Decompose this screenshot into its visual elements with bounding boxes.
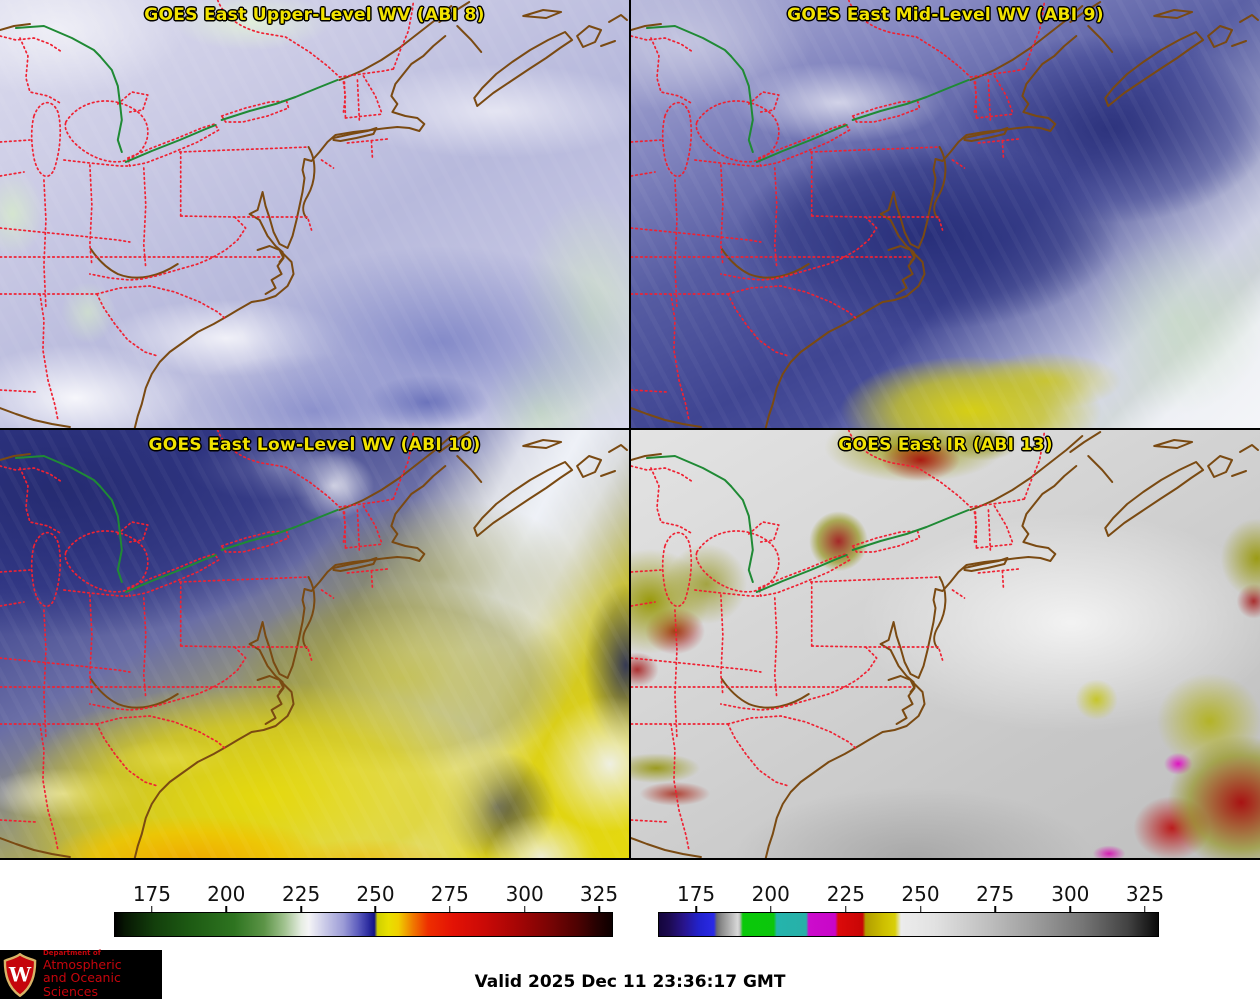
tick-mark <box>374 906 377 912</box>
tick-mark <box>919 906 922 912</box>
tick-mark <box>300 906 302 912</box>
tick-mark <box>151 906 153 912</box>
ir-tick-label: 275 <box>976 882 1015 906</box>
ir-tick-label: 325 <box>1125 882 1165 906</box>
panel-low-level-wv: GOES East Low-Level WV (ABI 10) <box>0 430 629 858</box>
tick-mark <box>449 906 451 912</box>
colorbar-section: 175 200 225 250 275 300 325 175 200 225 … <box>0 860 1260 945</box>
wv-tick-label: 325 <box>579 882 619 906</box>
wv-tick-label: 300 <box>505 882 544 906</box>
wv-colorbar-gradient <box>114 912 613 937</box>
ir-tick-label: 225 <box>826 882 865 906</box>
tick-mark <box>769 906 772 912</box>
logo-dept-line: Department of <box>43 949 101 958</box>
panel-title-abi9: GOES East Mid-Level WV (ABI 9) <box>787 5 1104 25</box>
ir-colorbar: 175 200 225 250 275 300 325 <box>658 860 1164 945</box>
wv-tick-label: 275 <box>430 882 469 906</box>
panel-title-abi13: GOES East IR (ABI 13) <box>838 435 1053 455</box>
wv-tick-label: 200 <box>207 882 246 906</box>
tick-mark <box>994 906 996 912</box>
panel-title-abi8: GOES East Upper-Level WV (ABI 8) <box>144 5 485 25</box>
tick-mark <box>695 906 697 912</box>
basemap-overlay <box>0 0 629 428</box>
panel-upper-level-wv: GOES East Upper-Level WV (ABI 8) <box>0 0 629 428</box>
satellite-panel-grid: GOES East Upper-Level WV (ABI 8) GOES Ea… <box>0 0 1260 860</box>
tick-mark <box>1144 906 1146 912</box>
tick-mark <box>523 906 526 912</box>
panel-ir: GOES East IR (ABI 13) <box>631 430 1260 858</box>
wv-colorbar: 175 200 225 250 275 300 325 <box>114 860 618 945</box>
uw-aos-logo: W Department of Atmospheric and Oceanic … <box>0 949 162 999</box>
wv-tick-label: 175 <box>132 882 172 906</box>
wv-tick-label: 225 <box>282 882 321 906</box>
tick-mark <box>845 906 847 912</box>
logo-name-line2: and Oceanic Sciences <box>43 970 121 999</box>
wv-tick-label: 250 <box>356 882 395 906</box>
tick-mark <box>225 906 228 912</box>
basemap-overlay <box>631 430 1260 858</box>
tick-mark <box>1069 906 1072 912</box>
footer: W Department of Atmospheric and Oceanic … <box>0 945 1260 999</box>
basemap-overlay <box>631 0 1260 428</box>
crest-letter: W <box>8 962 32 986</box>
ir-tick-label: 300 <box>1051 882 1090 906</box>
ir-tick-label: 175 <box>676 882 716 906</box>
valid-timestamp: Valid 2025 Dec 11 23:36:17 GMT <box>474 972 786 992</box>
uw-crest-icon: W <box>3 952 37 997</box>
ir-tick-label: 200 <box>751 882 790 906</box>
panel-mid-level-wv: GOES East Mid-Level WV (ABI 9) <box>631 0 1260 428</box>
logo-name-line1: Atmospheric <box>43 956 122 972</box>
ir-tick-label: 250 <box>901 882 940 906</box>
basemap-overlay <box>0 430 629 858</box>
tick-mark <box>598 906 600 912</box>
logo-text: Department of Atmospheric and Oceanic Sc… <box>43 949 162 999</box>
panel-title-abi10: GOES East Low-Level WV (ABI 10) <box>148 435 481 455</box>
ir-colorbar-gradient <box>658 912 1159 937</box>
